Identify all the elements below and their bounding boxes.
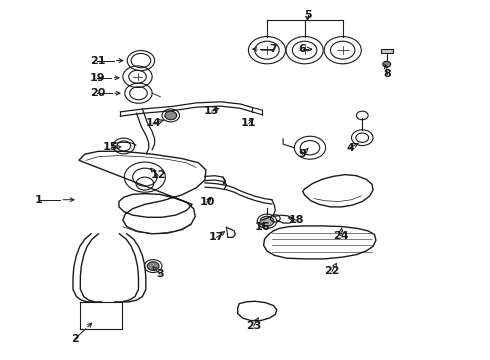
Text: 3: 3 xyxy=(156,269,164,279)
Text: 1: 1 xyxy=(35,195,43,205)
Text: 20: 20 xyxy=(90,88,105,98)
Text: 21: 21 xyxy=(90,55,105,66)
Polygon shape xyxy=(381,49,392,53)
Circle shape xyxy=(383,61,391,67)
Text: 17: 17 xyxy=(209,232,224,242)
Text: 15: 15 xyxy=(103,142,118,152)
Text: 9: 9 xyxy=(299,149,307,159)
Text: 6: 6 xyxy=(299,44,307,54)
Circle shape xyxy=(165,111,176,120)
Text: 8: 8 xyxy=(384,69,392,79)
Text: 4: 4 xyxy=(346,143,354,153)
Text: 2: 2 xyxy=(71,334,79,344)
Text: 23: 23 xyxy=(246,321,262,331)
Text: 12: 12 xyxy=(150,170,166,180)
Text: 5: 5 xyxy=(304,10,311,20)
Text: 16: 16 xyxy=(254,222,270,231)
Text: 22: 22 xyxy=(324,266,340,276)
Text: 10: 10 xyxy=(199,197,215,207)
Text: 14: 14 xyxy=(146,118,161,128)
Text: 13: 13 xyxy=(204,106,220,116)
Circle shape xyxy=(147,262,159,270)
Text: 7: 7 xyxy=(270,44,277,54)
Text: 19: 19 xyxy=(90,73,105,83)
Circle shape xyxy=(260,216,274,226)
Text: 11: 11 xyxy=(241,118,257,128)
Text: 18: 18 xyxy=(289,215,304,225)
Text: 24: 24 xyxy=(333,231,348,240)
